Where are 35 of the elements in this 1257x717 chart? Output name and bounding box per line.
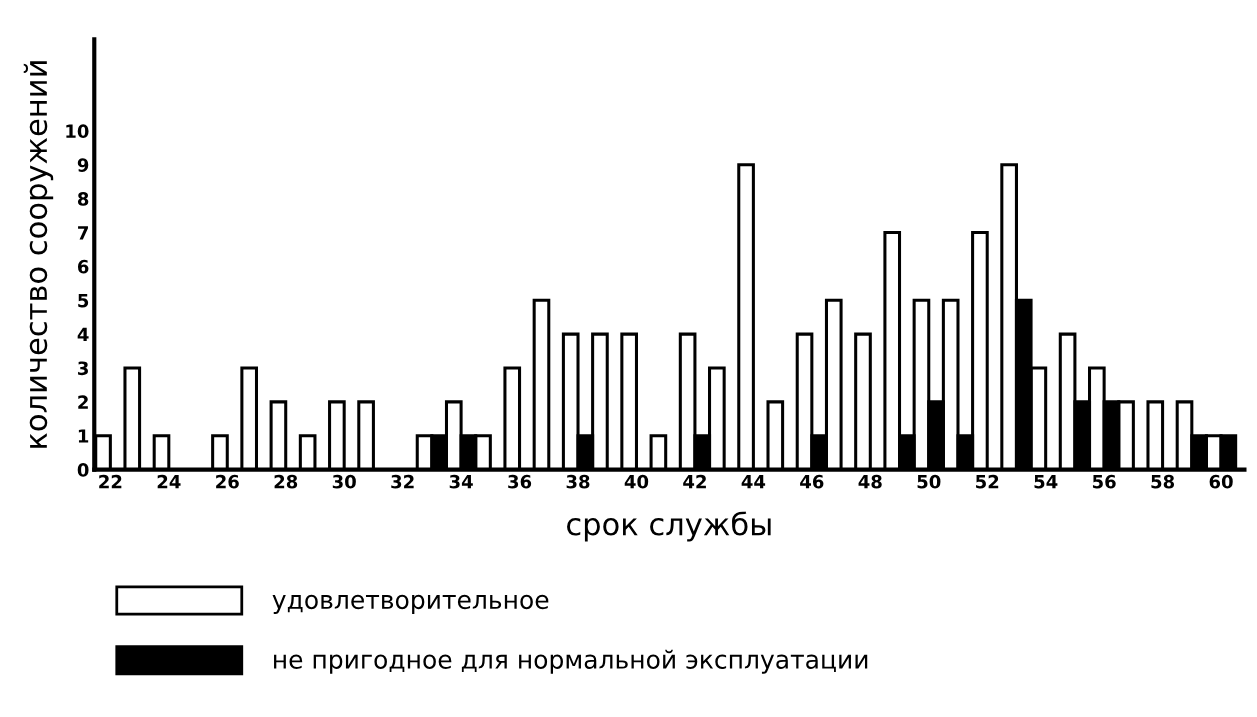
legend-label: удовлетворительное — [272, 594, 549, 614]
y-tick-label: 8 — [77, 192, 89, 206]
x-tick-label: 36 — [508, 474, 532, 489]
y-tick-label: 0 — [77, 463, 89, 477]
y-tick-label: 5 — [78, 293, 89, 308]
y-tick-label: 10 — [66, 124, 89, 139]
x-tick-label: 34 — [449, 474, 473, 489]
y-tick-label: 7 — [78, 226, 88, 240]
x-tick-label: 24 — [157, 474, 181, 489]
legend-label: не пригодное для нормальной эксплуатации — [274, 649, 868, 674]
y-tick-label: 1 — [78, 429, 89, 443]
x-tick-label: 48 — [858, 474, 882, 489]
y-axis-title: количество сооружений — [23, 61, 54, 448]
x-axis-title: срок службы — [567, 511, 771, 542]
x-tick-label: 52 — [976, 474, 999, 489]
x-tick-label: 38 — [566, 474, 590, 489]
x-tick-label: 28 — [274, 474, 298, 489]
x-tick-label: 22 — [99, 474, 122, 489]
x-tick-label: 56 — [1092, 474, 1116, 489]
x-tick-label: 46 — [800, 474, 824, 489]
x-tick-label: 40 — [624, 474, 649, 489]
y-tick-label: 3 — [78, 361, 88, 376]
y-tick-label: 6 — [77, 259, 89, 274]
x-tick-label: 60 — [1209, 474, 1233, 489]
x-tick-label: 44 — [741, 475, 766, 489]
x-tick-label: 54 — [1034, 475, 1058, 489]
x-tick-label: 50 — [917, 474, 941, 489]
x-tick-label: 30 — [332, 474, 356, 489]
y-tick-label: 4 — [77, 327, 89, 341]
x-tick-label: 32 — [391, 474, 414, 489]
x-tick-label: 26 — [216, 474, 239, 489]
y-tick-label: 9 — [77, 158, 89, 172]
x-tick-label: 58 — [1151, 474, 1175, 489]
x-tick-label: 42 — [683, 474, 706, 489]
y-tick-label: 2 — [78, 395, 88, 409]
